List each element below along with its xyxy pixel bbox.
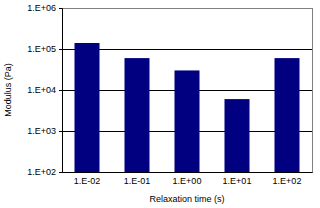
y-tick-mark (59, 90, 62, 91)
x-tick-label: 1.E+02 (273, 176, 302, 186)
y-tick-mark (59, 8, 62, 9)
bar (275, 58, 300, 172)
y-tick: 1.E+06 (27, 3, 62, 13)
y-tick: 1.E+03 (27, 126, 62, 136)
y-tick-mark (59, 131, 62, 132)
x-tick: 1.E-02 (74, 172, 101, 186)
y-tick-mark (59, 172, 62, 173)
x-tick: 1.E-01 (124, 172, 151, 186)
y-tick-label: 1.E+05 (27, 44, 56, 54)
y-tick-label: 1.E+02 (27, 167, 56, 177)
y-tick-label: 1.E+03 (27, 126, 56, 136)
x-tick-label: 1.E+00 (173, 176, 202, 186)
y-tick-label: 1.E+04 (27, 85, 56, 95)
bars (75, 43, 300, 172)
plot: 1.E+021.E+031.E+041.E+051.E+061.E-021.E-… (27, 3, 312, 186)
bar (175, 70, 200, 172)
x-tick: 1.E+02 (273, 172, 302, 186)
x-axis-line (63, 172, 313, 173)
y-axis: 1.E+02 1.E+03 1.E+04 1.E+05 1.E+06 (27, 3, 62, 177)
y-tick-label: 1.E+06 (27, 3, 56, 13)
y-tick-mark (59, 49, 62, 50)
plot-frame (62, 8, 312, 172)
x-axis: 1.E-02 1.E-01 1.E+00 1.E+01 1.E+02 (63, 172, 313, 186)
x-tick-label: 1.E-01 (124, 176, 151, 186)
chart: 1.E+021.E+031.E+041.E+051.E+061.E-021.E-… (0, 0, 320, 208)
y-tick: 1.E+04 (27, 85, 62, 95)
x-tick-label: 1.E-02 (74, 176, 101, 186)
y-tick: 1.E+02 (27, 167, 62, 177)
bar (75, 43, 100, 172)
y-axis-title: Modulus (Pa) (3, 63, 13, 117)
x-tick: 1.E+01 (223, 172, 252, 186)
bar (125, 58, 150, 172)
y-tick: 1.E+05 (27, 44, 62, 54)
grid (62, 8, 312, 172)
y-axis-line (59, 9, 63, 173)
x-axis-title: Relaxation time (s) (149, 194, 224, 204)
x-tick: 1.E+00 (173, 172, 202, 186)
x-tick-label: 1.E+01 (223, 176, 252, 186)
bar (225, 99, 250, 172)
